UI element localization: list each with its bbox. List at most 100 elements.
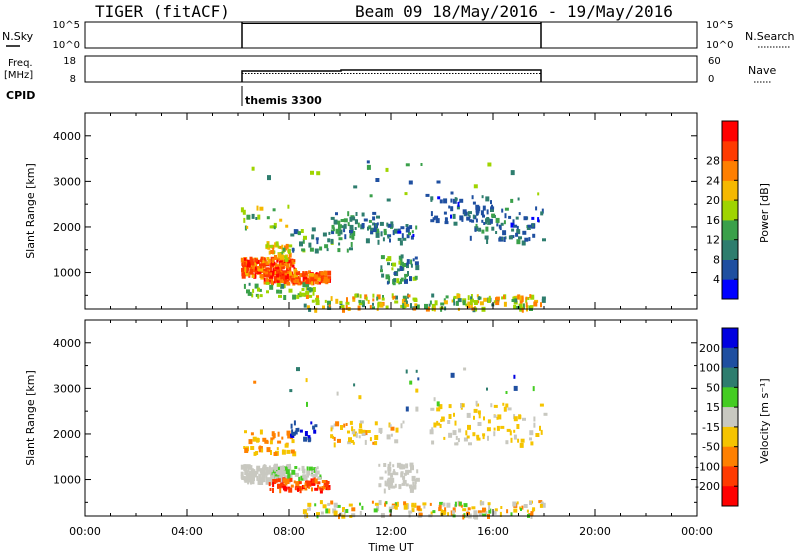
power-colorbar: 4 8 12 16 20 24 28	[706, 120, 739, 300]
data-cell	[452, 430, 457, 436]
data-cell	[342, 307, 345, 313]
data-cell	[482, 513, 487, 517]
data-cell	[475, 209, 479, 213]
data-cell	[517, 294, 521, 300]
data-cell	[240, 257, 243, 263]
data-cell	[387, 256, 392, 262]
data-cell	[263, 281, 268, 285]
data-cell	[278, 294, 282, 298]
data-cell	[330, 216, 335, 220]
data-cell	[403, 504, 408, 510]
data-cell	[297, 487, 299, 492]
data-cell	[476, 294, 479, 298]
data-cell	[510, 437, 513, 443]
data-cell	[270, 265, 272, 271]
data-cell	[516, 229, 521, 235]
data-cell	[464, 211, 468, 216]
data-cell	[246, 268, 248, 273]
data-cell	[281, 250, 285, 254]
data-cell	[466, 435, 470, 439]
data-cell	[374, 421, 378, 426]
data-cell	[473, 184, 478, 189]
power-xaxis-ticks	[84, 113, 698, 309]
data-cell	[400, 472, 404, 478]
data-cell	[308, 294, 313, 298]
data-cell	[430, 211, 433, 217]
data-cell	[323, 276, 328, 280]
data-cell	[392, 295, 396, 299]
data-cell	[273, 280, 276, 284]
data-cell	[262, 263, 266, 267]
colorbar-tick-label: 200	[699, 342, 720, 355]
data-cell	[495, 296, 500, 301]
data-cell	[405, 227, 410, 233]
data-cell	[335, 298, 339, 304]
data-cell	[462, 508, 467, 512]
data-cell	[265, 281, 270, 285]
data-cell	[518, 303, 523, 309]
data-cell	[354, 219, 358, 225]
data-cell	[242, 209, 246, 215]
data-cell	[513, 416, 518, 422]
data-cell	[401, 482, 406, 486]
data-cell	[286, 281, 291, 286]
data-cell	[500, 506, 503, 509]
data-cell	[372, 228, 377, 233]
data-cell	[306, 305, 310, 310]
data-cell	[486, 209, 489, 215]
data-cell	[415, 477, 420, 482]
data-cell	[402, 479, 407, 484]
data-cell	[333, 442, 336, 448]
data-cell	[407, 271, 409, 276]
data-cell	[376, 294, 381, 300]
data-cell	[513, 304, 517, 309]
data-cell	[354, 227, 357, 230]
colorbar-tick-label: -100	[695, 460, 720, 473]
data-cell	[281, 254, 285, 260]
data-cell	[340, 219, 345, 222]
data-cell	[275, 241, 279, 247]
data-cell	[262, 476, 265, 482]
data-cell	[506, 428, 511, 432]
colorbar-segment	[722, 140, 738, 162]
data-cell	[477, 410, 481, 415]
data-cell	[537, 217, 540, 223]
data-cell	[488, 505, 491, 511]
data-cell	[245, 468, 247, 472]
data-cell	[458, 501, 462, 506]
data-cell	[485, 511, 488, 517]
data-cell	[288, 274, 292, 278]
data-cell	[285, 478, 290, 484]
data-cell	[400, 277, 404, 282]
data-cell	[270, 473, 273, 477]
data-cell	[347, 211, 350, 217]
data-cell	[516, 225, 519, 231]
velocity-xaxis-ticks	[84, 320, 698, 516]
data-cell	[313, 274, 318, 278]
data-cell	[257, 294, 260, 299]
data-cell	[311, 299, 315, 303]
x-tick-label: 16:00	[477, 525, 509, 538]
data-cell	[272, 473, 275, 479]
data-cell	[474, 227, 477, 232]
data-cell	[299, 429, 303, 433]
data-cell	[277, 271, 282, 275]
data-cell	[283, 275, 285, 281]
data-cell	[267, 244, 271, 250]
y-tick-label: 4000	[53, 130, 81, 143]
data-cell	[252, 476, 255, 481]
data-cell	[500, 222, 504, 226]
data-cell	[538, 500, 543, 504]
data-cell	[269, 440, 273, 445]
data-cell	[437, 196, 441, 200]
data-cell	[293, 259, 296, 263]
data-cell	[275, 471, 279, 475]
data-cell	[268, 250, 271, 255]
data-cell	[281, 244, 284, 250]
data-cell	[335, 212, 338, 216]
data-cell	[518, 414, 522, 420]
data-cell	[273, 275, 277, 281]
data-cell	[312, 473, 317, 478]
data-cell	[276, 257, 281, 262]
data-cell	[313, 467, 317, 471]
